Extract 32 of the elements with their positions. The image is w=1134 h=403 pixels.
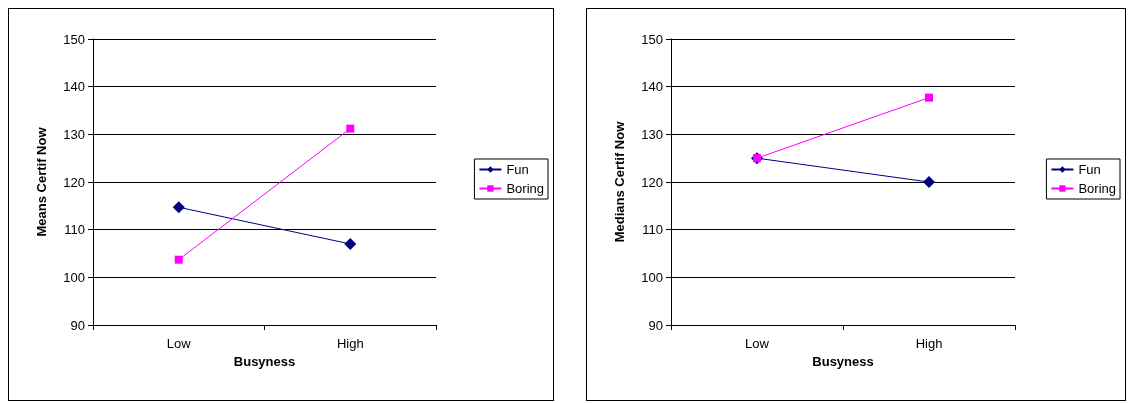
point bbox=[923, 176, 935, 188]
x-tick-label: Low bbox=[166, 336, 192, 351]
point bbox=[172, 201, 185, 214]
point bbox=[344, 237, 357, 250]
y-tick-label: 90 bbox=[70, 317, 85, 333]
y-tick-label: 100 bbox=[641, 269, 663, 285]
point bbox=[346, 124, 355, 133]
x-tick-label: Low bbox=[745, 336, 770, 351]
x-axis-title: Busyness bbox=[812, 354, 874, 369]
y-tick-label: 140 bbox=[641, 79, 663, 95]
legend-label: Fun bbox=[506, 162, 529, 177]
x-tick-label: High bbox=[336, 336, 364, 351]
legend-label: Boring bbox=[506, 181, 544, 196]
y-tick-label: 140 bbox=[63, 79, 85, 95]
y-tick-label: 130 bbox=[63, 126, 85, 142]
legend-label: Boring bbox=[1078, 181, 1116, 196]
y-tick-label: 110 bbox=[642, 222, 663, 238]
x-axis-title: Busyness bbox=[233, 354, 296, 369]
y-tick-label: 130 bbox=[641, 126, 663, 142]
y-tick-label: 110 bbox=[64, 222, 85, 238]
y-tick-label: 120 bbox=[641, 174, 663, 190]
point bbox=[925, 93, 933, 102]
y-tick-label: 150 bbox=[63, 31, 85, 47]
y-axis-title: Medians Certif Now bbox=[612, 120, 627, 243]
y-tick-label: 90 bbox=[648, 317, 663, 333]
y-axis-title: Means Certif Now bbox=[34, 126, 49, 237]
y-tick-label: 150 bbox=[641, 31, 663, 47]
y-tick-label: 120 bbox=[63, 174, 85, 190]
y-tick-label: 100 bbox=[63, 269, 85, 285]
x-tick-label: High bbox=[915, 336, 943, 351]
point bbox=[174, 255, 183, 264]
legend-label: Fun bbox=[1078, 162, 1101, 177]
